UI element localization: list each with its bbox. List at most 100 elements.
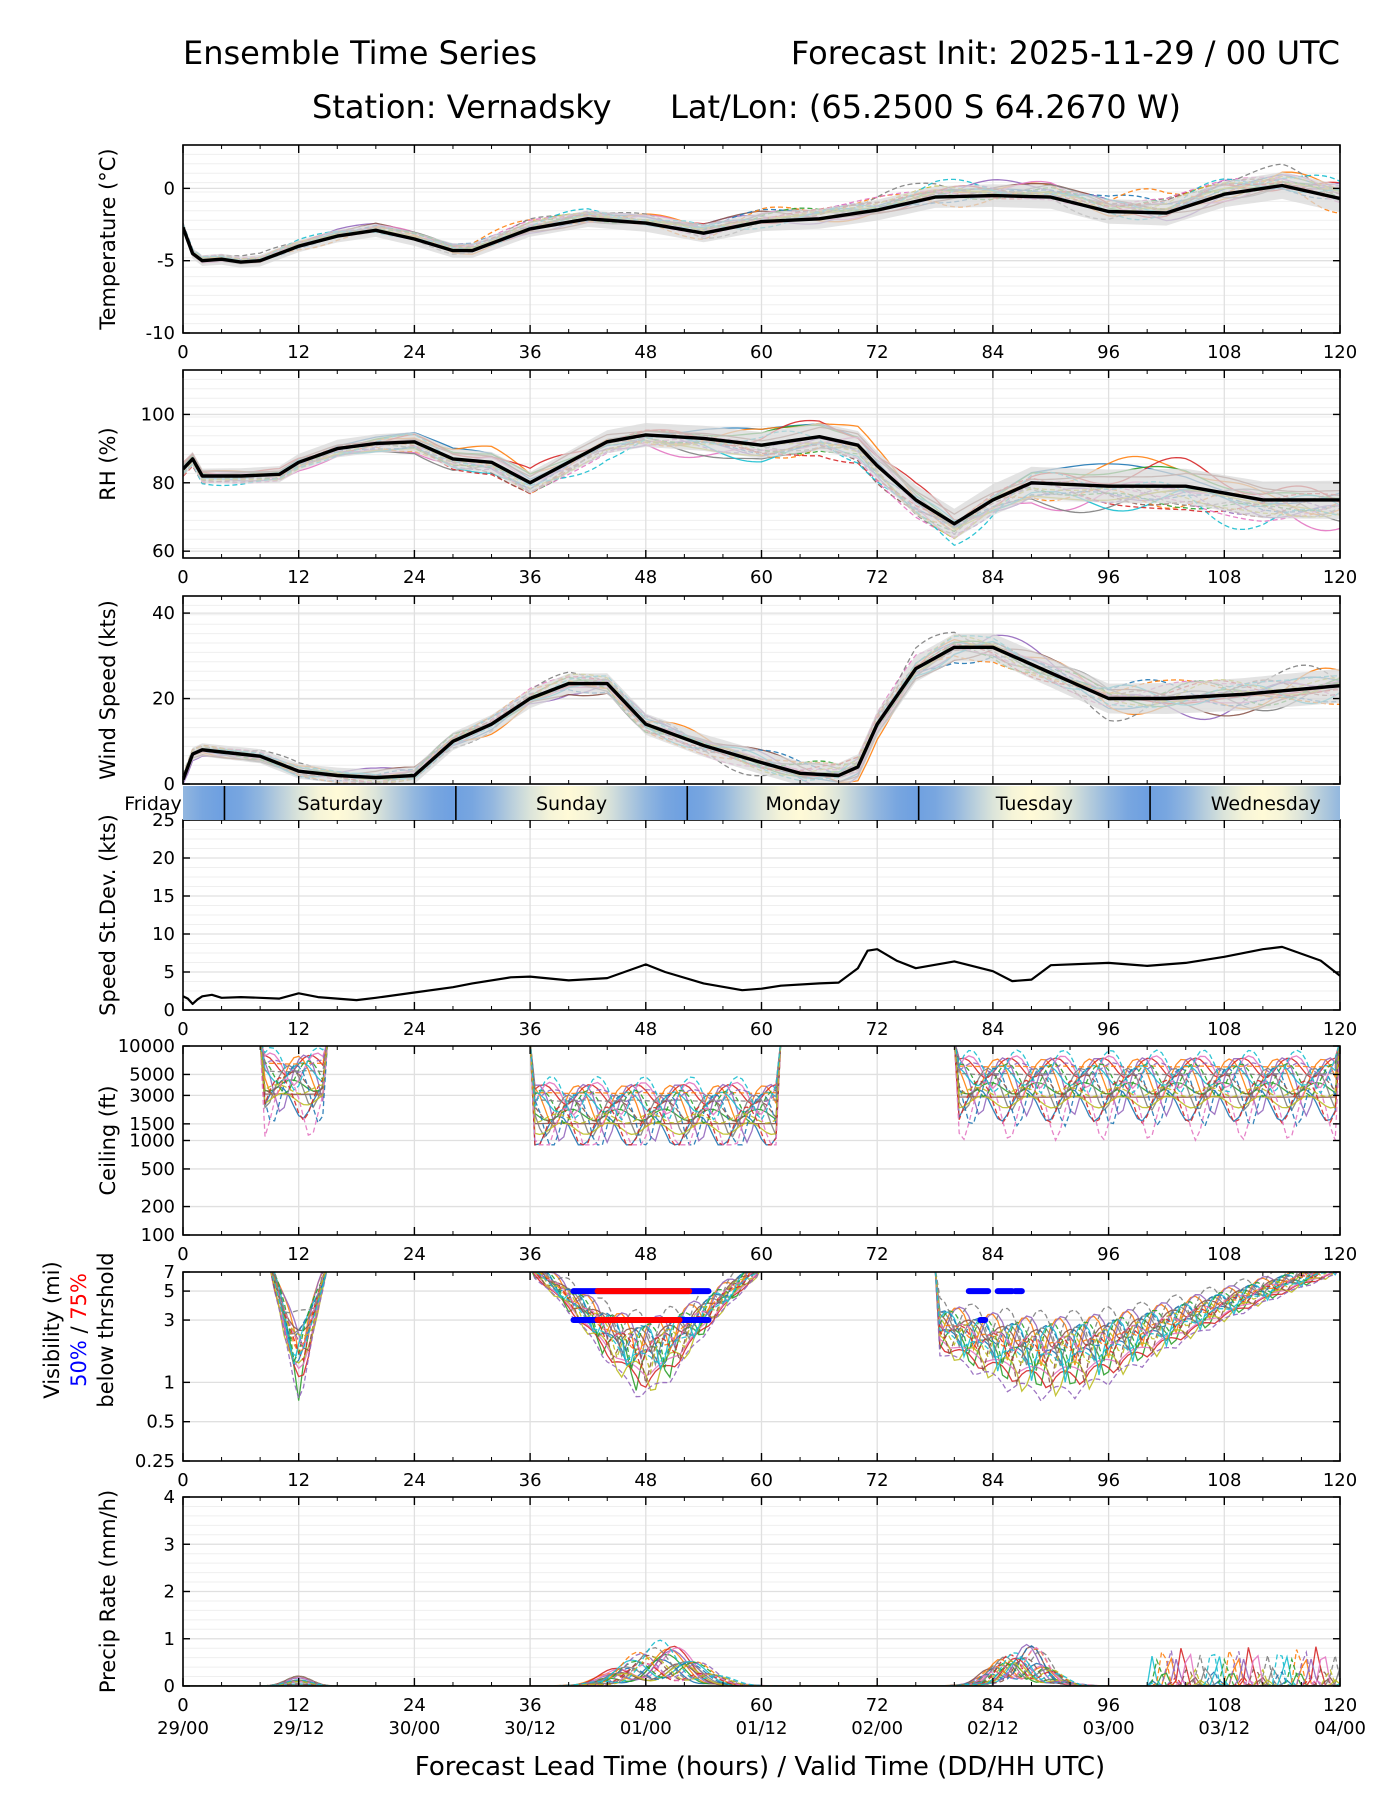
y-tick-label: 1500	[129, 1114, 175, 1135]
x-tick-label: 108	[1207, 1244, 1241, 1265]
x-ticks-visibility: 0 12 24 36 48 60 72 84 96 108 120	[177, 1272, 1357, 1491]
x-tick-label: 12	[287, 1695, 310, 1716]
y-tick-label: 1	[164, 1629, 175, 1650]
y-tick-label: 2	[164, 1582, 175, 1603]
day-label: Tuesday	[995, 793, 1073, 815]
x-tick-label: 84	[981, 1695, 1004, 1716]
y-tick-label: 3	[164, 1534, 175, 1555]
x-ticks-wind_speed	[182, 596, 1341, 784]
x-tick-label: 12	[287, 342, 310, 363]
valid-time-label: 04/00	[1314, 1718, 1366, 1739]
x-tick-label: 24	[403, 342, 426, 363]
valid-time-label: 03/00	[1083, 1718, 1135, 1739]
x-tick-label: 60	[750, 567, 773, 588]
x-tick-label: 36	[519, 567, 542, 588]
y-axis-rh: 60 80 100	[141, 404, 1340, 562]
y-tick-label: 10	[152, 924, 175, 945]
x-tick-label: 60	[750, 1695, 773, 1716]
ensemble-member-ceiling	[259, 1046, 1340, 1136]
x-tick-label: 84	[981, 1244, 1004, 1265]
day-label: Monday	[765, 793, 840, 815]
y-tick-label: 20	[152, 689, 175, 710]
ensemble-member-wind_speed	[183, 656, 1340, 782]
x-tick-label: 36	[519, 1019, 542, 1040]
y-tick-label: 0	[164, 178, 175, 199]
ensemble-member-visibility	[273, 1272, 1313, 1371]
y-tick-label: 3	[164, 1310, 175, 1331]
x-tick-label: 120	[1323, 1470, 1357, 1491]
day-label: Saturday	[297, 793, 383, 815]
x-tick-label: 36	[519, 1244, 542, 1265]
pct-separator: /	[67, 1320, 91, 1340]
y-axis-wind_speed: 0 20 40	[152, 603, 1340, 795]
x-tick-label: 96	[1097, 1019, 1120, 1040]
x-tick-label: 48	[634, 342, 657, 363]
x-tick-label: 24	[403, 1695, 426, 1716]
ensemble-member-ceiling	[260, 1046, 1340, 1124]
x-tick-label: 48	[634, 1019, 657, 1040]
panel-speed_stdev: 0 5 10 15 20 25 0 12 24 36 48 60 72 84 96 108 120 Speed S…	[96, 810, 1357, 1040]
y-axis-temperature: -10 -5 0	[146, 178, 1340, 344]
ensemble-member-ceiling	[259, 1046, 1340, 1146]
x-tick-label: 60	[750, 1019, 773, 1040]
y-tick-label: 0	[164, 1000, 175, 1021]
plot-area	[259, 1046, 1340, 1146]
y-tick-label: 0	[164, 1676, 175, 1697]
x-ticks-ceiling: 0 12 24 36 48 60 72 84 96 108 120	[177, 1046, 1357, 1265]
x-tick-label: 84	[981, 342, 1004, 363]
y-tick-label: 10000	[118, 1036, 175, 1057]
pct50-label: 50%	[67, 1340, 91, 1387]
valid-time-label: 02/12	[967, 1718, 1019, 1739]
y-axis-label-temperature: Temperature (°C)	[96, 148, 120, 330]
x-tick-label: 84	[981, 1470, 1004, 1491]
mean-line-rh	[183, 433, 1340, 526]
x-tick-label: 96	[1097, 1695, 1120, 1716]
ensemble-member-visibility	[274, 1272, 1299, 1350]
y-tick-label: 1000	[129, 1131, 175, 1152]
valid-time-label: 01/00	[620, 1718, 672, 1739]
x-tick-label: 108	[1207, 1019, 1241, 1040]
ensemble-member-visibility	[273, 1272, 1338, 1383]
y-tick-label: 20	[152, 848, 175, 869]
y-tick-label: 5	[164, 1281, 175, 1302]
x-tick-label: 72	[866, 1244, 889, 1265]
y-tick-label: 0	[164, 774, 175, 795]
plot-area	[270, 1272, 1338, 1403]
ensemble-member-visibility	[271, 1272, 1317, 1367]
x-tick-label: 0	[177, 567, 188, 588]
ensemble-member-ceiling	[260, 1046, 1340, 1129]
x-tick-label: 120	[1323, 1695, 1357, 1716]
x-tick-label: 72	[866, 1019, 889, 1040]
ensemble-member-visibility	[271, 1272, 1322, 1353]
y-tick-label: 500	[141, 1159, 175, 1180]
valid-time-label: 29/00	[157, 1718, 209, 1739]
x-ticks-speed_stdev: 0 12 24 36 48 60 72 84 96 108 120	[177, 820, 1357, 1040]
x-tick-label: 36	[519, 342, 542, 363]
y-tick-label: 15	[152, 886, 175, 907]
y-tick-label: 5	[164, 962, 175, 983]
visibility-label-line3: below thrshold	[94, 1252, 118, 1407]
x-tick-label: 12	[287, 1470, 310, 1491]
x-tick-label: 84	[981, 1019, 1004, 1040]
mean-line-temperature	[183, 183, 1340, 264]
day-band-fill	[183, 786, 1340, 820]
y-axis-label-precip_rate: Precip Rate (mm/h)	[96, 1490, 120, 1693]
x-tick-label: 120	[1323, 1244, 1357, 1265]
y-axis-label-ceiling: Ceiling (ft)	[96, 1085, 120, 1195]
ensemble-member-visibility	[270, 1272, 1322, 1356]
x-tick-label: 24	[403, 1470, 426, 1491]
x-tick-label: 12	[287, 1019, 310, 1040]
ensemble-member-ceiling	[260, 1046, 1340, 1144]
x-tick-label: 84	[981, 567, 1004, 588]
x-tick-label: 0	[177, 1019, 188, 1040]
x-tick-label: 36	[519, 1470, 542, 1491]
x-tick-label: 72	[866, 342, 889, 363]
x-tick-label: 96	[1097, 1470, 1120, 1491]
ensemble-member-ceiling	[259, 1046, 1340, 1146]
ensemble-member-ceiling	[261, 1046, 1340, 1121]
y-tick-label: 0.25	[135, 1451, 175, 1472]
visibility-label-line2: 50% / 75%	[67, 1273, 91, 1387]
